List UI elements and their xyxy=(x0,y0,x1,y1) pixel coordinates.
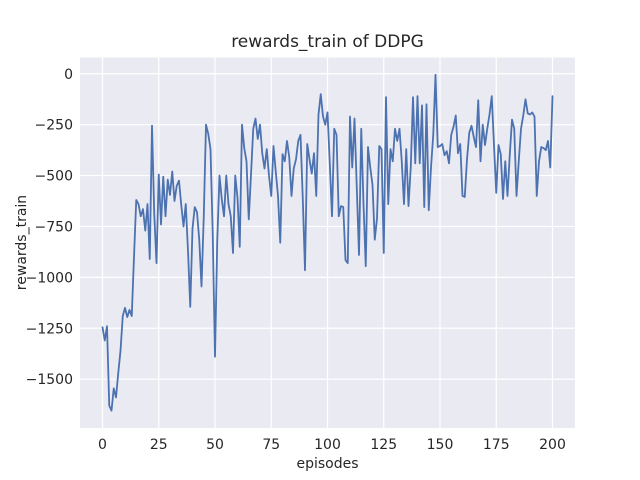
y-tick-label: −1250 xyxy=(26,321,73,337)
y-tick-label: −500 xyxy=(35,169,73,185)
x-axis-tick-labels: 0 25 50 75 100 125 150 175 200 xyxy=(98,437,566,453)
y-axis-label: rewards_train xyxy=(14,195,30,290)
x-tick-label: 125 xyxy=(370,437,397,453)
x-tick-label: 175 xyxy=(483,437,510,453)
x-tick-label: 200 xyxy=(539,437,566,453)
y-tick-label: −1500 xyxy=(26,372,73,388)
x-tick-label: 50 xyxy=(206,437,224,453)
y-tick-label: −750 xyxy=(35,219,73,235)
reward-line-series xyxy=(101,73,554,412)
y-axis-tick-labels: 0 −250 −500 −750 −1000 −1250 −1500 xyxy=(26,67,73,388)
x-tick-label: 0 xyxy=(98,437,107,453)
x-axis-label: episodes xyxy=(296,456,358,472)
series-group xyxy=(101,73,554,412)
chart-title: rewards_train of DDPG xyxy=(231,32,424,52)
x-tick-label: 25 xyxy=(150,437,168,453)
x-tick-label: 75 xyxy=(262,437,280,453)
x-tick-label: 100 xyxy=(314,437,341,453)
y-tick-label: −1000 xyxy=(26,270,73,286)
y-tick-label: −250 xyxy=(35,118,73,134)
y-tick-label: 0 xyxy=(64,67,73,83)
x-tick-label: 150 xyxy=(427,437,454,453)
